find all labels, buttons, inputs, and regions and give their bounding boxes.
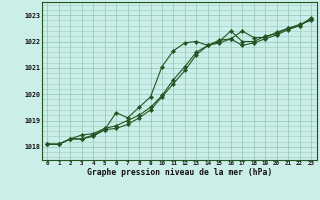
X-axis label: Graphe pression niveau de la mer (hPa): Graphe pression niveau de la mer (hPa) [87,168,272,177]
